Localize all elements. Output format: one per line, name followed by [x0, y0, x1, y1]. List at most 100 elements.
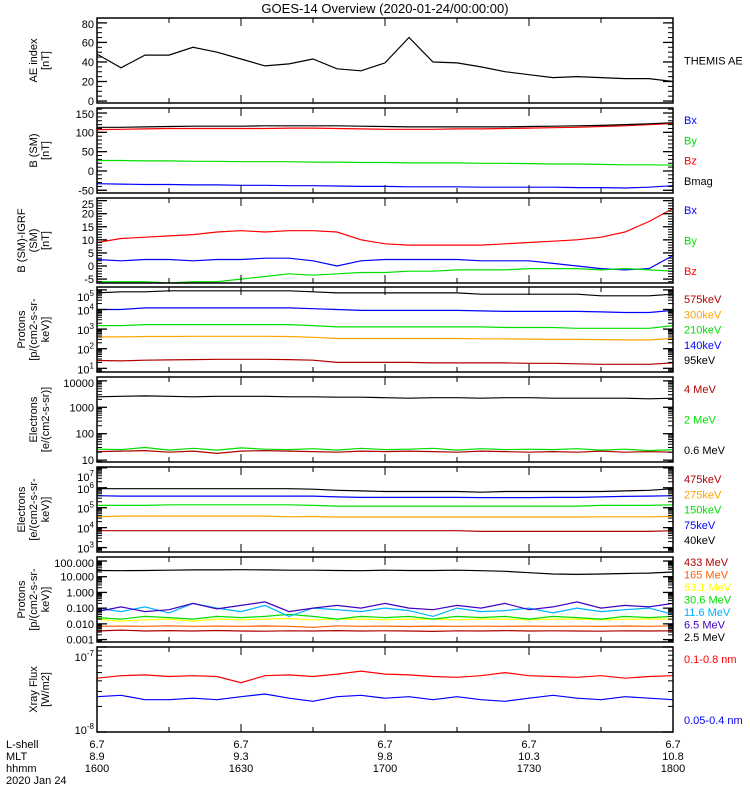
footer-mlt-value: 8.9: [89, 751, 104, 763]
tick-base: 10: [77, 484, 89, 496]
legend-label: 63.1 MeV: [684, 582, 732, 594]
y-tick-label: 10: [82, 235, 94, 247]
y-axis-label-quantity: Protons: [16, 580, 28, 619]
panel-frame: [96, 17, 674, 104]
tick-base: 10: [77, 364, 89, 376]
series-line-2-mev: [97, 446, 673, 452]
legend-label: By: [684, 135, 697, 147]
y-tick-label: 20: [82, 77, 94, 89]
series-line-475kev: [97, 530, 673, 533]
series-line-75kev: [97, 495, 673, 499]
legend-label: 2.5 MeV: [684, 632, 726, 644]
y-tick-label: 100.000: [54, 558, 94, 570]
tick-exponent: 5: [90, 501, 95, 510]
series-line-140kev: [97, 307, 673, 314]
y-tick-label: 104: [77, 521, 94, 536]
legend-label: 140keV: [684, 340, 722, 352]
legend-label: 30.6 MeV: [684, 595, 732, 607]
y-tick-label: 105: [77, 501, 94, 516]
footer-row-label: hhmm: [6, 763, 37, 775]
series-line-6.5-mev: [97, 601, 673, 613]
y-axis-label-quantity: B (SM)-IGRF (SM): [16, 208, 40, 273]
legend-label: 475keV: [684, 474, 722, 486]
tick-base: 10: [77, 504, 89, 516]
y-axis-label-unit: [nT]: [40, 51, 52, 70]
y-tick-label: 0.001: [66, 635, 94, 647]
legend-label: THEMIS AE: [684, 56, 743, 68]
footer-mlt-value: 10.8: [662, 751, 683, 763]
y-tick-label: 10: [82, 455, 94, 467]
series-line-300kev: [97, 335, 673, 341]
y-tick-label: 10000: [63, 378, 94, 390]
y-axis-label: B (SM)-IGRF (SM) [nT]: [14, 198, 52, 283]
legend-label: 575keV: [684, 294, 722, 306]
legend-label: 433 MeV: [684, 557, 729, 569]
footer-row-label: L-shell: [6, 739, 38, 751]
panel-frame: [96, 107, 674, 194]
tick-exponent: 2: [90, 342, 95, 351]
y-tick-label: 1000: [70, 402, 94, 414]
y-axis-label-unit: [W/m2]: [40, 672, 52, 707]
y-axis-label-quantity: Protons: [16, 310, 28, 349]
legend-label: 6.5 MeV: [684, 620, 726, 632]
y-tick-label: 25: [82, 199, 94, 211]
y-tick-label: 40: [82, 57, 94, 69]
series-line-0.1-0.8-nm: [97, 670, 673, 684]
footer-lshell-value: 6.7: [665, 739, 680, 751]
series-line-bmag: [97, 122, 673, 128]
y-axis-label: Xray Flux [W/m2]: [14, 647, 52, 732]
y-axis-label: Electrons [e/(cm2-s-sr-keV)]: [14, 467, 52, 552]
series-line-40kev: [97, 488, 673, 493]
y-tick-label: 101: [77, 361, 94, 376]
y-tick-label: 80: [82, 19, 94, 31]
y-tick-label: 105: [77, 289, 94, 304]
y-tick-label: 15: [82, 222, 94, 234]
legend-label: Bx: [684, 115, 697, 127]
y-axis-label-unit: [nT]: [40, 141, 52, 160]
tick-base: 10: [77, 472, 89, 484]
legend-label: Bz: [684, 266, 697, 278]
y-tick-label: 107: [77, 469, 94, 484]
tick-exponent: 3: [90, 541, 95, 550]
y-axis-label-quantity: AE index: [28, 38, 40, 83]
legend-label: Bmag: [684, 176, 713, 188]
y-tick-label: 60: [82, 37, 94, 49]
series-line-30.6-mev: [97, 613, 673, 620]
tick-exponent: 4: [90, 521, 95, 530]
series-line-0.05-0.4-nm: [97, 693, 673, 702]
panel-frame: [96, 197, 674, 284]
legend-label: 0.6 MeV: [684, 445, 726, 457]
series-line-275kev: [97, 515, 673, 518]
y-tick-label: 1.000: [66, 587, 94, 599]
chart-title: GOES-14 Overview (2020-01-24/00:00:00): [261, 1, 508, 16]
y-tick-label: 10-7: [75, 649, 95, 664]
y-tick-label: 20: [82, 209, 94, 221]
y-tick-label: 100: [76, 429, 94, 441]
tick-exponent: -8: [87, 722, 95, 731]
y-tick-label: 150: [76, 109, 94, 121]
tick-exponent: -7: [87, 649, 95, 658]
series-line-433-mev: [97, 629, 673, 633]
panel-1: 0 20 40 60 80 THEMIS AE: [82, 17, 743, 108]
footer-hhmm-value: 1700: [373, 763, 397, 775]
y-axis-label: Electrons [e/(cm2-s-sr)]: [14, 377, 52, 462]
footer-date: 2020 Jan 24: [6, 775, 67, 787]
y-axis-label-unit: [p/(cm2-s-sr-keV)]: [28, 568, 52, 631]
legend-label: 300keV: [684, 309, 722, 321]
legend-label: 275keV: [684, 489, 722, 501]
legend-label: 0.05-0.4 nm: [684, 715, 743, 727]
tick-exponent: 7: [90, 469, 95, 478]
series-line-210kev: [97, 324, 673, 329]
series-line-150kev: [97, 504, 673, 507]
tick-exponent: 5: [90, 289, 95, 298]
series-line-by: [97, 159, 673, 166]
y-tick-label: 100: [76, 127, 94, 139]
series-line-bz: [97, 207, 673, 246]
tick-base: 10: [77, 544, 89, 556]
y-axis-label-quantity: B (SM): [28, 133, 40, 168]
y-tick-label: 0.100: [66, 603, 94, 615]
footer-lshell-value: 6.7: [89, 739, 104, 751]
tick-exponent: 3: [90, 322, 95, 331]
